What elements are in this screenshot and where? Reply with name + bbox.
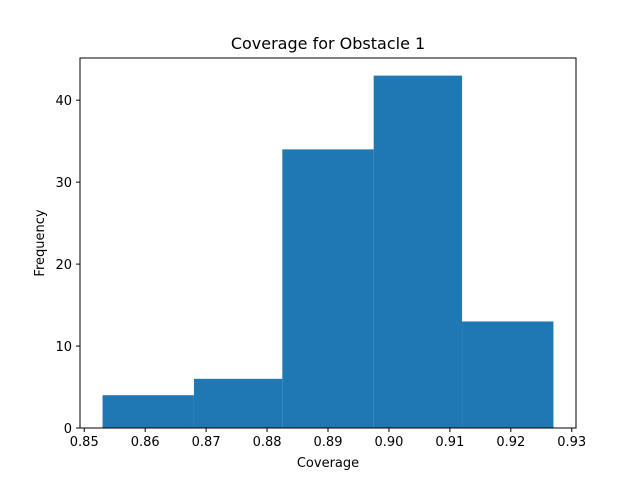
x-tick-label: 0.93: [557, 435, 586, 450]
y-axis-ticks: 0 10 20 30 40: [55, 94, 80, 437]
x-axis-ticks: 0.85 0.86 0.87 0.88 0.89 0.90 0.91 0.92 0.93: [70, 428, 586, 450]
x-tick-label: 0.91: [435, 435, 464, 450]
y-tick-label: 30: [55, 176, 72, 191]
plot-frame: [79, 57, 577, 429]
x-tick-label: 0.85: [70, 435, 99, 450]
x-tick-label: 0.92: [496, 435, 525, 450]
bars-group: [102, 75, 554, 428]
histogram-bar-1: [102, 395, 194, 428]
y-tick-label: 20: [55, 258, 72, 273]
x-axis-label: Coverage: [297, 456, 359, 471]
histogram-bar-3: [282, 149, 374, 428]
x-tick-label: 0.89: [314, 435, 343, 450]
x-tick-label: 0.90: [374, 435, 403, 450]
histogram-bar-4: [373, 75, 463, 428]
x-tick-label: 0.88: [253, 435, 282, 450]
x-tick-label: 0.87: [192, 435, 221, 450]
y-tick-label: 10: [55, 340, 72, 355]
y-axis-label: Frequency: [33, 209, 48, 276]
y-tick-label: 40: [55, 94, 72, 109]
y-tick-label: 0: [64, 422, 72, 437]
chart-title: Coverage for Obstacle 1: [231, 34, 425, 53]
x-tick-label: 0.86: [131, 435, 160, 450]
histogram-bar-5: [462, 321, 554, 428]
histogram-bar-2: [193, 378, 283, 428]
